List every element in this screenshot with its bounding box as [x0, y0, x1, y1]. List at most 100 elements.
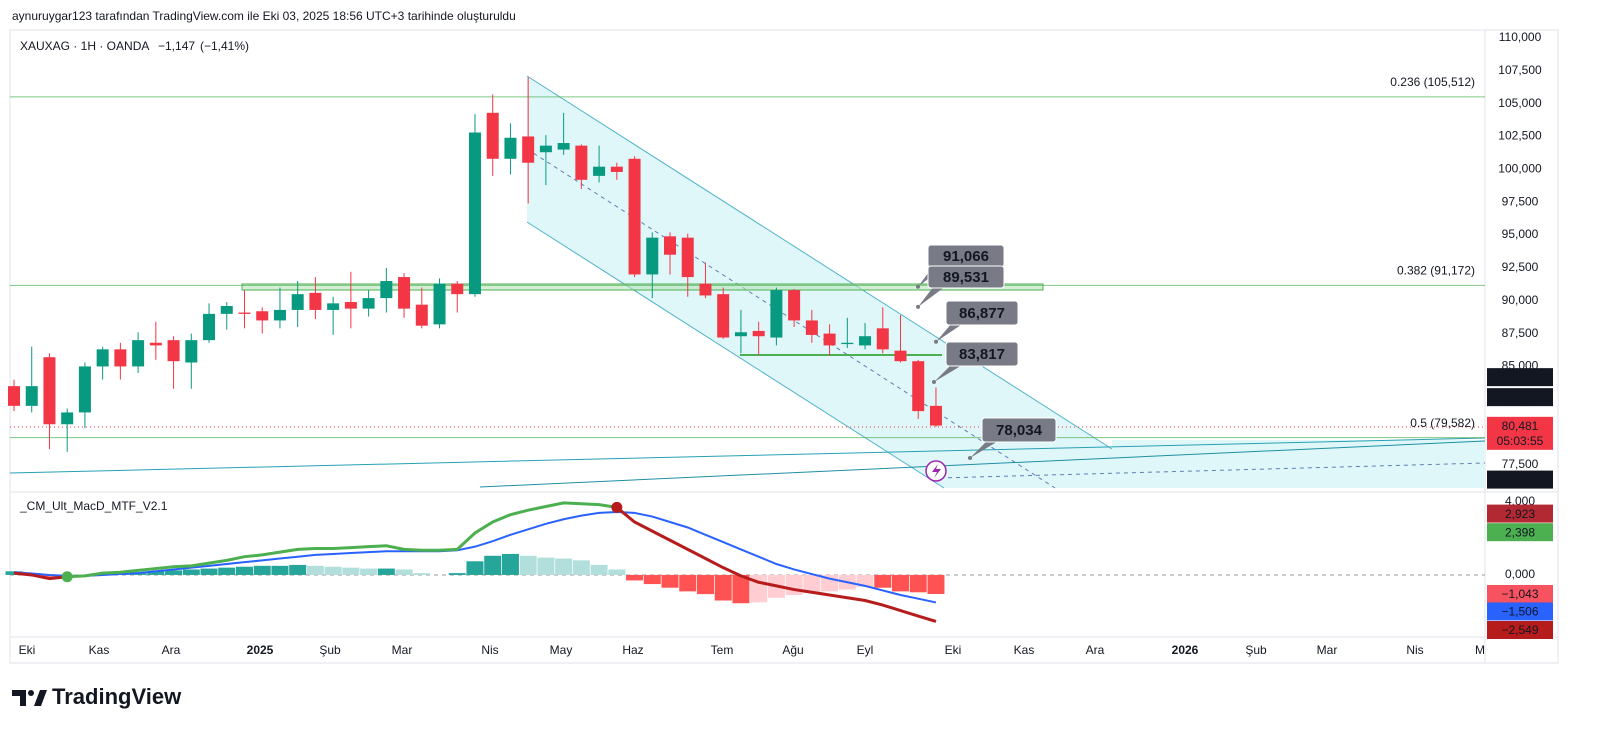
callout-box — [945, 341, 1019, 367]
candle-body — [717, 294, 730, 338]
histogram-bar — [732, 574, 750, 604]
y-tick-label: 105,000 — [1498, 96, 1542, 110]
candle-body — [43, 357, 56, 425]
macd-line — [67, 501, 618, 579]
candle-body — [309, 292, 322, 310]
y-tick-label: 100,000 — [1498, 161, 1542, 175]
candle-body — [752, 330, 765, 337]
brand: TradingView — [52, 684, 182, 709]
histogram-bar — [466, 561, 484, 575]
histogram-bar — [927, 574, 945, 594]
histogram-bar — [271, 565, 289, 575]
candle-body — [876, 328, 889, 350]
x-tick-label: Tem — [711, 643, 734, 657]
zone-fill — [1112, 440, 1485, 488]
x-tick-label: Haz — [622, 643, 643, 657]
candle-body — [398, 277, 411, 309]
candle-body — [859, 336, 872, 346]
histogram-bar — [448, 573, 466, 575]
candle-body — [96, 349, 109, 367]
price-label-box — [1487, 388, 1553, 407]
histogram-bar — [218, 567, 236, 575]
candle-body — [557, 143, 570, 150]
logo-mark — [12, 690, 26, 706]
price-label: 76,542 — [1502, 473, 1539, 487]
y-tick-label: 110,000 — [1499, 30, 1542, 44]
candle-body — [539, 145, 552, 153]
cross-dot — [611, 501, 623, 513]
cross-dot — [61, 571, 73, 583]
histogram-bar — [714, 574, 732, 601]
alert-bolt — [932, 464, 941, 478]
x-tick-label: Eyl — [857, 643, 874, 657]
price-label-box — [1487, 416, 1553, 435]
x-tick-label: Mar — [1317, 643, 1338, 657]
candle-body — [203, 313, 216, 341]
candle-body — [699, 283, 712, 296]
callout-tail — [970, 440, 1000, 458]
logo: TradingView — [12, 684, 182, 709]
price-label: 80,481 — [1502, 419, 1539, 433]
callout-label: 83,817 — [959, 346, 1005, 363]
logo-mark — [34, 690, 47, 706]
candle-body — [380, 281, 393, 299]
histogram-bar — [874, 574, 892, 588]
histogram-bar — [679, 574, 697, 592]
histogram-bar — [643, 574, 661, 585]
y-tick-label: 97,500 — [1502, 194, 1539, 208]
callout-tail — [934, 364, 964, 382]
price-label-box — [1487, 368, 1553, 387]
x-tick-label: 2026 — [1172, 643, 1199, 657]
candle-body — [593, 166, 606, 176]
dashed-line — [939, 462, 1486, 479]
change: −1,147 — [158, 39, 195, 53]
histogram-bar — [608, 569, 626, 575]
x-tick-label: Ara — [162, 643, 181, 657]
histogram-bar — [572, 560, 590, 575]
candle-body — [149, 342, 162, 346]
channel-lower — [526, 221, 945, 489]
signal-line — [13, 510, 937, 604]
histogram-bar — [342, 567, 360, 575]
price-label-box — [1487, 470, 1553, 489]
candle-body — [805, 320, 818, 335]
x-tick-label: Şub — [319, 643, 341, 657]
candle-body — [486, 112, 499, 159]
candle-body — [504, 137, 517, 159]
y-tick-label: 107,500 — [1498, 63, 1542, 77]
histogram-bar — [413, 573, 431, 575]
price-label: 83,120 — [1502, 390, 1539, 404]
callout-label: 91,066 — [943, 248, 989, 265]
candle-body — [344, 302, 357, 309]
price-label: 83,120 — [1502, 370, 1539, 384]
histogram-bar — [696, 574, 714, 595]
callout-point — [968, 455, 972, 460]
histogram-bar — [377, 568, 395, 575]
histogram-bar — [856, 574, 874, 587]
histogram-bar — [519, 555, 537, 575]
histogram-bar — [395, 569, 413, 575]
x-tick-label: Şub — [1245, 643, 1267, 657]
logo-mark — [28, 690, 34, 696]
histogram-bar — [661, 574, 679, 588]
callout-tail — [918, 286, 946, 307]
indicator-label-box — [1487, 621, 1553, 639]
histogram-bar — [324, 566, 342, 575]
candle-body — [291, 294, 304, 310]
candle-body — [220, 305, 233, 314]
histogram-bar — [289, 564, 307, 575]
x-tick-label: Mar — [392, 643, 413, 657]
indicator-label: −1,506 — [1501, 605, 1538, 619]
candle-body — [664, 236, 677, 255]
candle-body — [894, 350, 907, 362]
histogram-bar — [235, 566, 253, 575]
histogram-bar — [892, 574, 909, 592]
chart-frame — [9, 29, 1559, 664]
indicator-label-box — [1487, 584, 1553, 603]
x-tick-label: May — [550, 643, 573, 657]
callout-point — [916, 284, 920, 289]
candle-body — [415, 304, 428, 326]
indicator-label: 2,923 — [1505, 507, 1535, 521]
channel-fill — [527, 76, 1112, 488]
